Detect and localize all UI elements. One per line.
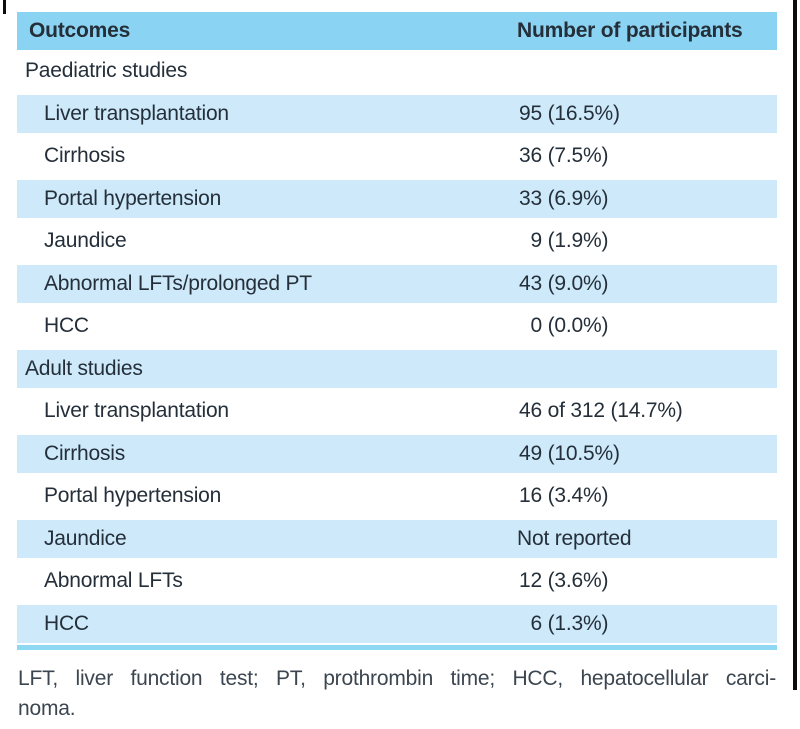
outcome-label: Jaundice — [44, 229, 127, 253]
outcome-label: Abnormal LFTs — [44, 569, 183, 593]
outcome-label: Cirrhosis — [44, 441, 126, 465]
outcomes-table: Outcomes Number of participants Paediatr… — [17, 12, 777, 650]
table-row: Jaundice Not reported — [17, 517, 777, 560]
table-body: Paediatric studies Liver transplantation… — [17, 50, 777, 645]
outcome-label: Portal hypertension — [44, 484, 222, 508]
table-row: Liver transplantation 95 (16.5%) — [17, 92, 777, 135]
outcome-label: Jaundice — [44, 526, 127, 550]
crop-border-right — [793, 0, 797, 690]
outcome-label: Portal hypertension — [44, 186, 222, 210]
table-row: Liver transplantation 46 of 312 (14.7%) — [17, 390, 777, 433]
table-footnote: LFT, liver function test; PT, prothrombi… — [18, 664, 776, 724]
crop-border-top-left — [3, 0, 6, 14]
participants-value: Not reported — [517, 526, 632, 550]
participants-value: 33 (6.9%) — [519, 186, 609, 210]
column-header-outcomes: Outcomes — [29, 19, 131, 42]
outcome-label: Abnormal LFTs/prolonged PT — [44, 271, 312, 295]
table-bottom-rule — [17, 645, 777, 650]
participants-value: 46 of 312 (14.7%) — [519, 399, 683, 423]
table-row: Portal hypertension 16 (3.4%) — [17, 475, 777, 518]
table-row: Portal hypertension 33 (6.9%) — [17, 177, 777, 220]
footnote-line-1: LFT, liver function test; PT, prothrombi… — [18, 667, 776, 690]
table-row: Abnormal LFTs 12 (3.6%) — [17, 560, 777, 603]
column-header-participants: Number of participants — [517, 19, 743, 42]
table-row: Cirrhosis 49 (10.5%) — [17, 432, 777, 475]
outcome-label: HCC — [44, 611, 89, 635]
participants-value: 9 (1.9%) — [530, 229, 609, 253]
outcome-label: Liver transplantation — [44, 399, 229, 423]
participants-value — [517, 357, 777, 381]
outcome-label: HCC — [44, 314, 89, 338]
participants-value: 12 (3.6%) — [519, 569, 609, 593]
table-row: Cirrhosis 36 (7.5%) — [17, 135, 777, 178]
table-header-row: Outcomes Number of participants — [17, 12, 777, 50]
outcome-label: Paediatric studies — [25, 59, 188, 83]
participants-value — [517, 59, 777, 83]
table-row: Jaundice 9 (1.9%) — [17, 220, 777, 263]
participants-value: 16 (3.4%) — [519, 484, 609, 508]
table-row: HCC 6 (1.3%) — [17, 602, 777, 645]
table-row: Abnormal LFTs/prolonged PT 43 (9.0%) — [17, 262, 777, 305]
participants-value: 0 (0.0%) — [530, 314, 609, 338]
outcome-label: Adult studies — [25, 356, 143, 380]
table-row: HCC 0 (0.0%) — [17, 305, 777, 348]
outcome-label: Cirrhosis — [44, 144, 126, 168]
participants-value: 43 (9.0%) — [519, 271, 609, 295]
section-row: Paediatric studies — [17, 50, 777, 93]
outcome-label: Liver transplantation — [44, 101, 229, 125]
footnote-line-2: noma. — [18, 697, 76, 720]
participants-value: 49 (10.5%) — [519, 441, 620, 465]
participants-value: 36 (7.5%) — [519, 144, 609, 168]
participants-value: 95 (16.5%) — [519, 101, 620, 125]
participants-value: 6 (1.3%) — [530, 611, 609, 635]
section-row: Adult studies — [17, 347, 777, 390]
